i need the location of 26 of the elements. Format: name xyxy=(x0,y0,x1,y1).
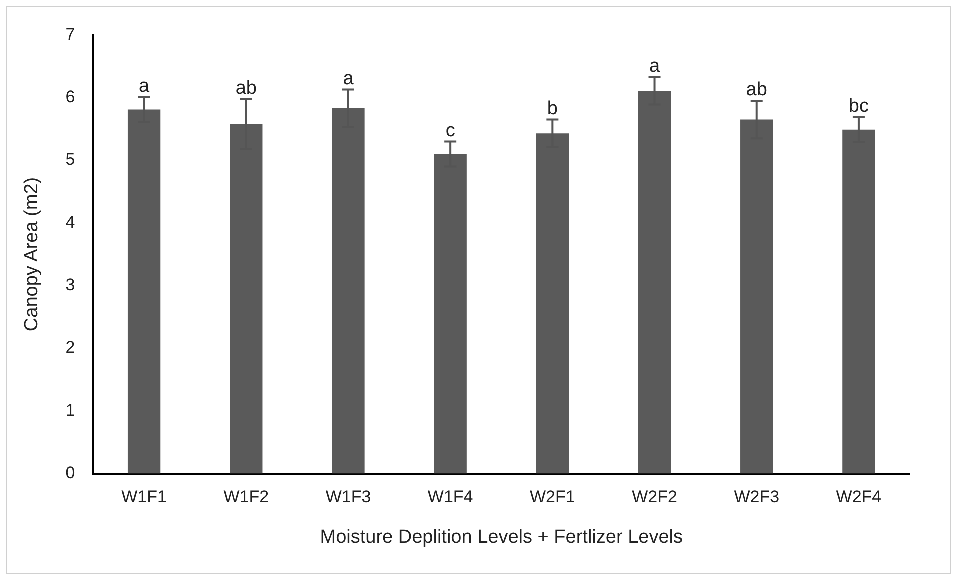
x-tick-label: W2F4 xyxy=(836,488,882,507)
annotation: a xyxy=(343,68,354,90)
y-tick-label: 7 xyxy=(66,24,76,44)
y-tick-label: 1 xyxy=(66,400,76,420)
x-tick-label: W1F1 xyxy=(122,488,167,507)
x-tick-label: W2F2 xyxy=(632,488,678,507)
x-tick-label: W1F3 xyxy=(326,488,372,507)
y-tick-label: 5 xyxy=(66,150,76,170)
annotation: bc xyxy=(848,96,869,118)
annotation: b xyxy=(547,98,558,120)
annotation: ab xyxy=(746,80,768,101)
y-tick-label: 4 xyxy=(66,212,76,232)
y-tick-label: 2 xyxy=(66,338,76,358)
y-tick-label: 3 xyxy=(66,276,76,295)
annotation: ab xyxy=(236,78,257,99)
x-tick-label: W1F4 xyxy=(428,488,474,507)
y-tick-label: 0 xyxy=(66,463,76,482)
annotation: c xyxy=(446,120,456,142)
x-tick-label: W1F2 xyxy=(224,488,270,507)
annotation: a xyxy=(139,76,150,97)
x-tick-label: W2F1 xyxy=(530,488,576,507)
x-tick-label: W2F3 xyxy=(734,488,780,507)
annotation: a xyxy=(649,56,660,77)
x-axis-title: Moisture Deplition Levels + Fertlizer Levels xyxy=(320,526,683,548)
y-tick-label: 6 xyxy=(66,88,76,107)
y-axis-title: Canopy Area (m2) xyxy=(22,177,43,332)
